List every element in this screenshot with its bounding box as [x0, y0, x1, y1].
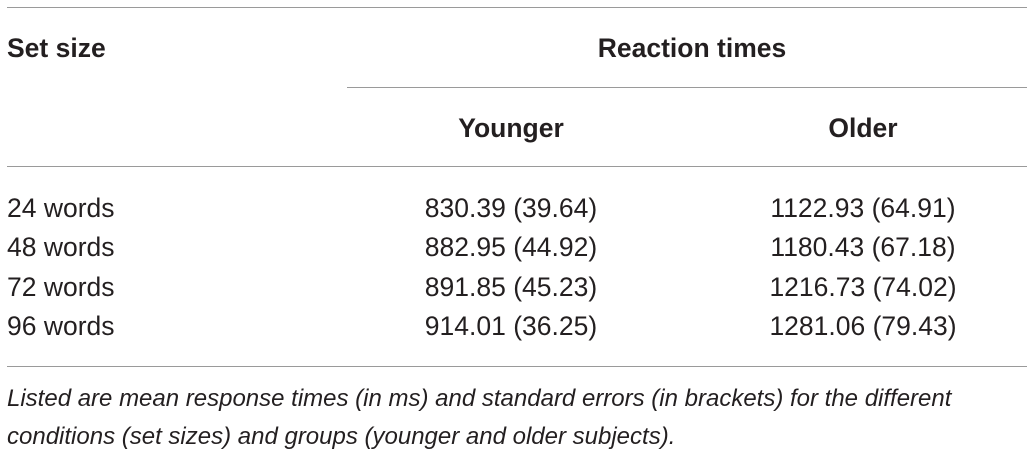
row-younger-value: 830.39 (39.64) [424, 193, 598, 223]
row-set-size: 72 words [7, 272, 115, 302]
spanner-rule [347, 87, 1027, 88]
header-bottom-rule [7, 166, 1027, 167]
row-set-size: 96 words [7, 311, 115, 341]
row-younger-value: 914.01 (36.25) [424, 311, 598, 341]
header-older: Older [828, 113, 898, 143]
header-set-size: Set size [7, 33, 106, 63]
header-reaction-times: Reaction times [597, 33, 787, 63]
row-older-value: 1122.93 (64.91) [770, 193, 956, 223]
table-bottom-rule [7, 366, 1027, 367]
row-younger-value: 882.95 (44.92) [424, 232, 598, 262]
row-older-value: 1281.06 (79.43) [769, 311, 957, 341]
row-older-value: 1180.43 (67.18) [770, 232, 956, 262]
header-younger: Younger [458, 113, 564, 143]
table-top-rule [7, 7, 1027, 8]
table-footnote: Listed are mean response times (in ms) a… [7, 385, 952, 450]
row-older-value: 1216.73 (74.02) [769, 272, 957, 302]
row-set-size: 48 words [7, 232, 115, 262]
row-set-size: 24 words [7, 193, 115, 223]
row-younger-value: 891.85 (45.23) [424, 272, 598, 302]
